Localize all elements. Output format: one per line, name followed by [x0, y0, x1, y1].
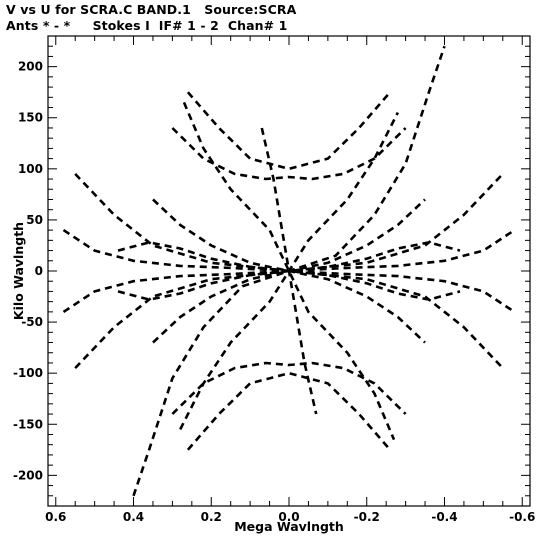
y-tick-label: -150: [13, 417, 43, 431]
x-tick-label: -0.4: [431, 510, 457, 524]
y-tick-label: 0: [35, 264, 43, 278]
uv-track: [171, 361, 407, 415]
chart-title: V vs U for SCRA.C BAND.1 Source:SCRA: [6, 2, 297, 17]
uv-track: [186, 371, 392, 451]
uv-tracks: [62, 45, 516, 497]
y-tick-label: -200: [13, 468, 43, 482]
y-tick-label: -50: [21, 315, 43, 329]
y-tick-label: 100: [18, 162, 43, 176]
x-axis-label: Mega Wavlngth: [234, 519, 344, 534]
y-tick-label: 200: [18, 60, 43, 74]
x-tick-label: 0.0: [278, 510, 299, 524]
uv-track: [117, 241, 461, 301]
uv-track: [260, 127, 318, 415]
x-tick-label: 0.4: [123, 510, 144, 524]
chart-subtitle: Ants * - * Stokes I IF# 1 - 2 Chan# 1: [6, 18, 288, 33]
x-tick-label: 0.2: [201, 510, 222, 524]
y-tick-label: -100: [13, 366, 43, 380]
y-tick-label: 50: [26, 213, 43, 227]
y-axis-label: Kilo Wavlngth: [11, 222, 26, 320]
x-tick-label: -0.2: [354, 510, 380, 524]
uv-track: [186, 91, 392, 171]
axis-ticks: 0.6 0.4 0.2 0.0 -0.2 -0.4 -0.6 200 150 100 50 0 -50 -…: [13, 36, 535, 524]
uv-track: [117, 241, 461, 301]
x-tick-label: -0.6: [509, 510, 535, 524]
x-tick-label: 0.6: [45, 510, 66, 524]
uv-track: [171, 127, 407, 181]
y-tick-label: 150: [18, 111, 43, 125]
